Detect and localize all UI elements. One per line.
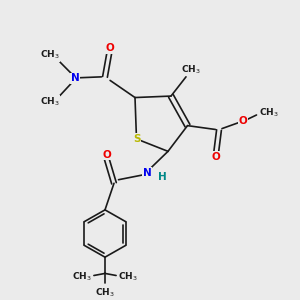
Text: O: O [106, 43, 115, 53]
Text: O: O [102, 150, 111, 160]
Text: CH$_3$: CH$_3$ [118, 270, 138, 283]
Text: H: H [158, 172, 166, 182]
Text: O: O [211, 152, 220, 162]
Text: N: N [70, 73, 80, 83]
Text: S: S [133, 134, 140, 144]
Text: CH$_3$: CH$_3$ [181, 63, 200, 76]
Text: CH$_3$: CH$_3$ [259, 107, 278, 119]
Text: CH$_3$: CH$_3$ [72, 270, 92, 283]
Text: CH$_3$: CH$_3$ [40, 48, 59, 61]
Text: CH$_3$: CH$_3$ [95, 287, 115, 299]
Text: N: N [142, 168, 152, 178]
Text: O: O [238, 116, 247, 126]
Text: CH$_3$: CH$_3$ [40, 96, 59, 108]
